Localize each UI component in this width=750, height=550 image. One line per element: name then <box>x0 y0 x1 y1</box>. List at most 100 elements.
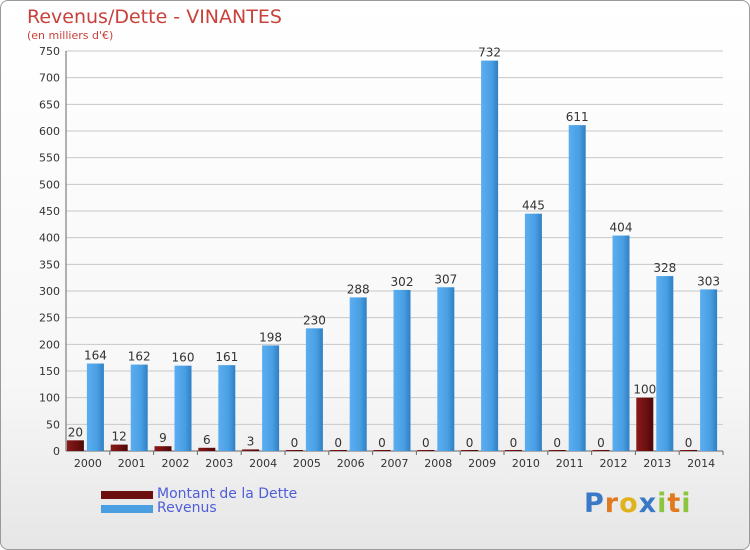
bar-revenus-2002 <box>174 365 192 451</box>
data-label-revenus-2004: 198 <box>259 330 282 344</box>
y-tick-label: 650 <box>39 98 60 111</box>
logo-letter: x <box>638 488 658 519</box>
data-label-revenus-2001: 162 <box>128 350 151 364</box>
x-tick-label: 2002 <box>162 457 190 470</box>
bar-dette-2014 <box>680 450 698 451</box>
bar-dette-2005 <box>285 450 303 451</box>
y-tick-label: 550 <box>39 152 60 165</box>
bar-dette-2001 <box>110 444 128 451</box>
y-tick-label: 700 <box>39 72 60 85</box>
legend-swatch-revenus <box>101 505 153 513</box>
x-tick-label: 2009 <box>468 457 496 470</box>
proxiti-logo: Proxiti <box>584 488 692 519</box>
data-label-revenus-2013: 328 <box>653 261 676 275</box>
x-tick-label: 2004 <box>249 457 277 470</box>
data-label-revenus-2010: 445 <box>522 199 545 213</box>
bar-dette-2008 <box>417 450 435 451</box>
data-label-revenus-2014: 303 <box>697 274 720 288</box>
bar-dette-2011 <box>548 450 566 451</box>
bar-dette-2003 <box>198 447 216 451</box>
bar-revenus-2014 <box>700 289 718 451</box>
y-tick-label: 750 <box>39 45 60 58</box>
legend-swatch-dette <box>101 491 153 499</box>
legend-label-revenus: Revenus <box>157 500 217 516</box>
bar-revenus-2013 <box>656 276 674 451</box>
logo-letter: P <box>584 488 605 519</box>
data-label-dette-2006: 0 <box>334 436 342 450</box>
data-label-dette-2000: 20 <box>68 425 83 439</box>
y-tick-label: 300 <box>39 285 60 298</box>
data-label-dette-2009: 0 <box>466 436 474 450</box>
bar-revenus-2001 <box>130 364 148 451</box>
data-label-revenus-2011: 611 <box>566 110 589 124</box>
bar-revenus-2012 <box>612 235 630 451</box>
chart-subtitle: (en milliers d'€) <box>27 29 114 42</box>
data-label-dette-2001: 12 <box>112 430 127 444</box>
x-tick-label: 2012 <box>600 457 628 470</box>
bar-revenus-2003 <box>218 365 236 451</box>
bar-dette-2012 <box>592 450 610 451</box>
bar-revenus-2004 <box>262 345 280 451</box>
data-label-dette-2014: 0 <box>685 436 693 450</box>
x-tick-label: 2007 <box>381 457 409 470</box>
x-tick-label: 2001 <box>118 457 146 470</box>
bar-revenus-2010 <box>524 213 542 451</box>
x-tick-label: 2011 <box>556 457 584 470</box>
bar-revenus-2011 <box>568 125 586 451</box>
data-label-dette-2007: 0 <box>378 436 386 450</box>
data-label-revenus-2005: 230 <box>303 313 326 327</box>
x-tick-label: 2014 <box>687 457 715 470</box>
bar-revenus-2008 <box>437 287 455 451</box>
x-tick-label: 2013 <box>643 457 671 470</box>
logo-letter: t <box>667 488 682 519</box>
y-tick-label: 500 <box>39 178 60 191</box>
data-label-revenus-2007: 302 <box>391 275 414 289</box>
x-tick-label: 2003 <box>205 457 233 470</box>
y-tick-label: 50 <box>46 418 60 431</box>
x-tick-label: 2008 <box>424 457 452 470</box>
y-tick-label: 200 <box>39 338 60 351</box>
chart-title: Revenus/Dette - VINANTES <box>27 6 282 28</box>
bar-dette-2004 <box>242 449 260 451</box>
bar-revenus-2007 <box>393 289 411 451</box>
data-label-dette-2011: 0 <box>553 436 561 450</box>
data-label-dette-2008: 0 <box>422 436 430 450</box>
y-tick-label: 400 <box>39 232 60 245</box>
data-label-dette-2003: 6 <box>203 433 211 447</box>
data-label-revenus-2006: 288 <box>347 282 370 296</box>
bar-dette-2010 <box>504 450 522 451</box>
data-label-revenus-2012: 404 <box>610 221 633 235</box>
x-tick-label: 2000 <box>74 457 102 470</box>
data-label-dette-2004: 3 <box>247 434 255 448</box>
bar-dette-2013 <box>636 397 654 451</box>
bar-dette-2002 <box>154 446 172 451</box>
y-tick-label: 250 <box>39 312 60 325</box>
bar-dette-2007 <box>373 450 391 451</box>
bar-revenus-2005 <box>305 328 323 451</box>
data-label-dette-2013: 100 <box>633 383 656 397</box>
y-tick-label: 600 <box>39 125 60 138</box>
legend-label-dette: Montant de la Dette <box>157 486 298 502</box>
logo-letter: r <box>604 488 620 519</box>
data-label-dette-2010: 0 <box>510 436 518 450</box>
logo-letter: i <box>657 488 668 519</box>
bar-dette-2006 <box>329 450 347 451</box>
x-tick-label: 2010 <box>512 457 540 470</box>
data-label-revenus-2000: 164 <box>84 349 107 363</box>
logo-letter: o <box>619 488 639 519</box>
bar-revenus-2006 <box>349 297 367 451</box>
bar-revenus-2009 <box>481 60 499 451</box>
data-label-dette-2005: 0 <box>291 436 299 450</box>
bar-dette-2009 <box>461 450 479 451</box>
y-tick-label: 100 <box>39 392 60 405</box>
data-label-revenus-2003: 161 <box>215 350 238 364</box>
y-tick-label: 450 <box>39 205 60 218</box>
bar-dette-2000 <box>66 440 84 451</box>
data-label-revenus-2002: 160 <box>172 351 195 365</box>
data-label-revenus-2009: 732 <box>478 46 501 60</box>
data-label-dette-2002: 9 <box>159 431 167 445</box>
data-label-revenus-2008: 307 <box>434 272 457 286</box>
data-label-dette-2012: 0 <box>597 436 605 450</box>
